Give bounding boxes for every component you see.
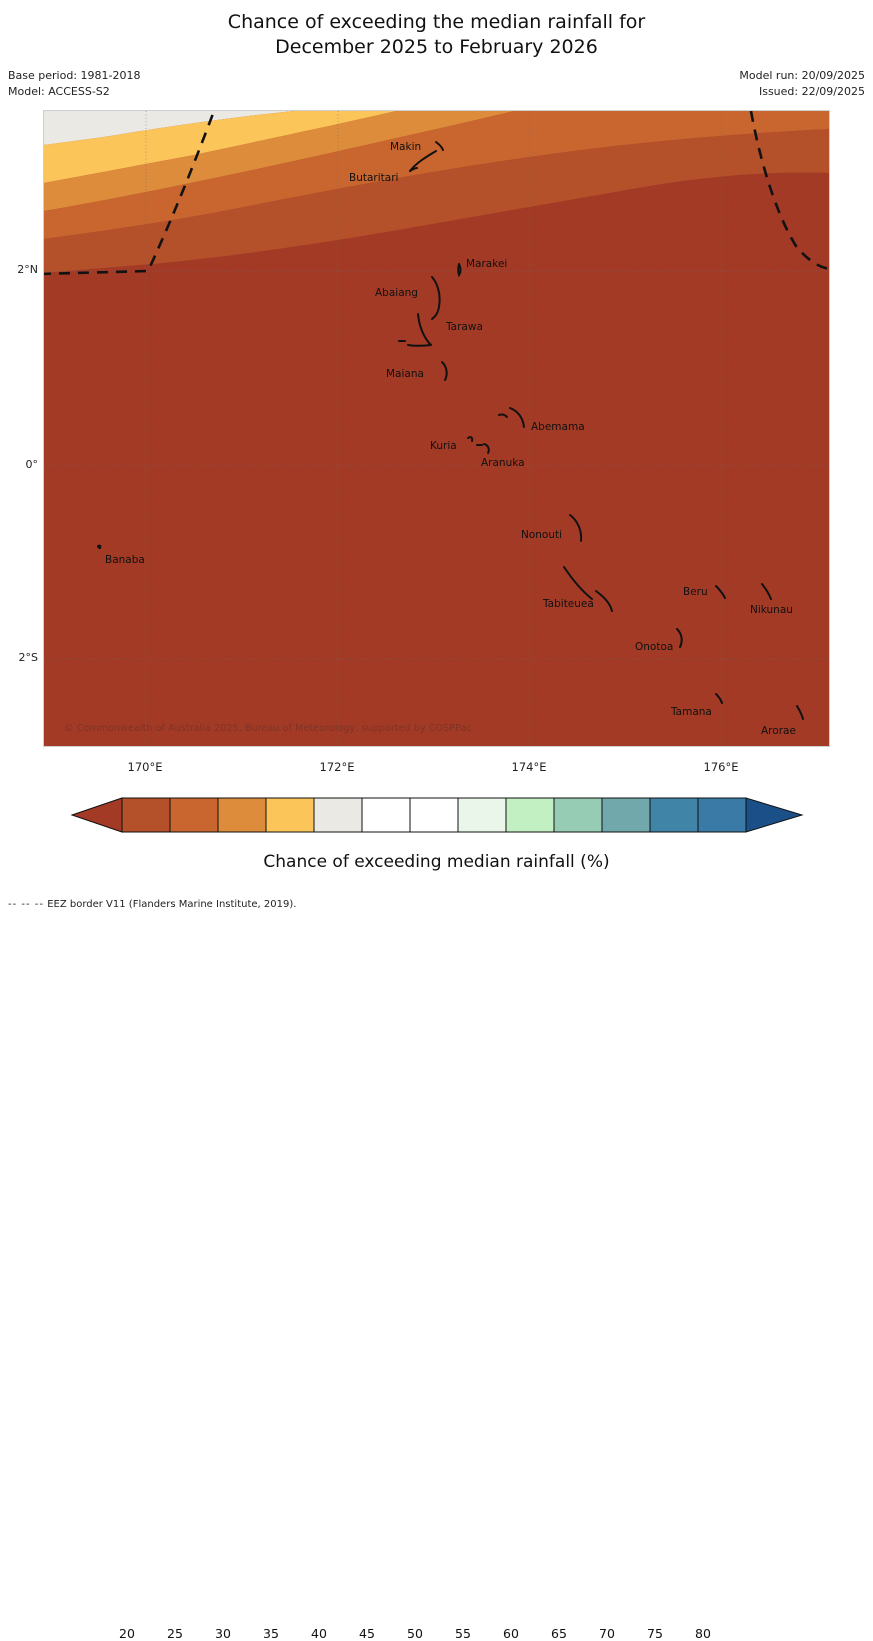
colorbar-title: Chance of exceeding median rainfall (%)	[263, 852, 610, 872]
map-canvas	[44, 111, 829, 746]
colorbar-tick-50: 50	[407, 1626, 423, 1641]
eez-dash-sample: -- -- --	[8, 899, 45, 910]
forecast-map-page: Chance of exceeding the median rainfall …	[0, 10, 873, 1641]
map-gridlines	[44, 111, 829, 746]
band-25-30	[44, 111, 829, 239]
colorbar-tick-65: 65	[551, 1626, 567, 1641]
colorbar: 20 25 30 35 40 45 50 55 60 65 70 75 80	[0, 795, 873, 1641]
model-label: Model: ACCESS-S2	[8, 85, 110, 98]
colorbar-canvas	[69, 797, 804, 833]
island-label-aranuka: Aranuka	[481, 457, 525, 469]
island-label-abaiang: Abaiang	[375, 287, 418, 299]
title-line-2: December 2025 to February 2026	[275, 36, 598, 58]
band-35-40	[44, 111, 396, 183]
band-below-20-main	[44, 172, 829, 746]
colorbar-segments	[121, 797, 746, 833]
eez-border-line	[44, 111, 829, 276]
colorbar-tick-60: 60	[503, 1626, 519, 1641]
x-tick-174e: 174°E	[511, 760, 547, 774]
island-label-maiana: Maiana	[386, 368, 424, 380]
meta-left: Base period: 1981-2018 Model: ACCESS-S2	[8, 68, 140, 100]
colorbar-tick-80: 80	[695, 1626, 711, 1641]
y-tick-2s: 2°S	[18, 651, 38, 664]
band-40-45	[44, 111, 294, 145]
island-label-beru: Beru	[683, 586, 708, 598]
island-outlines	[97, 141, 804, 720]
y-tick-0: 0°	[25, 458, 39, 471]
colorbar-tick-35: 35	[263, 1626, 279, 1641]
colorbar-tick-20: 20	[119, 1626, 135, 1641]
island-label-onotoa: Onotoa	[635, 641, 674, 653]
x-tick-176e: 176°E	[703, 760, 739, 774]
page-title: Chance of exceeding the median rainfall …	[0, 10, 873, 60]
x-tick-170e: 170°E	[127, 760, 163, 774]
title-line-1: Chance of exceeding the median rainfall …	[227, 11, 646, 33]
model-run-label: Model run: 20/09/2025	[739, 69, 865, 82]
colorbar-tick-70: 70	[599, 1626, 615, 1641]
colorbar-tick-30: 30	[215, 1626, 231, 1641]
forecast-map[interactable]	[43, 110, 830, 747]
island-label-tamana: Tamana	[671, 706, 712, 718]
y-tick-2n: 2°N	[17, 263, 38, 276]
island-label-nikunau: Nikunau	[750, 604, 793, 616]
island-label-makin: Makin	[390, 141, 422, 153]
colorbar-tick-45: 45	[359, 1626, 375, 1641]
island-label-nonouti: Nonouti	[521, 529, 563, 541]
colorbar-tick-40: 40	[311, 1626, 327, 1641]
colorbar-tick-75: 75	[647, 1626, 663, 1641]
map-copyright: © Commonwealth of Australia 2025, Bureau…	[64, 723, 472, 734]
issued-label: Issued: 22/09/2025	[758, 85, 865, 98]
meta-right: Model run: 20/09/2025 Issued: 22/09/2025	[739, 68, 865, 100]
island-label-kuria: Kuria	[430, 440, 457, 452]
band-20-25	[44, 129, 829, 273]
colorbar-tick-55: 55	[455, 1626, 471, 1641]
colorbar-over-arrow	[745, 797, 804, 833]
island-label-abemama: Abemama	[531, 421, 585, 433]
base-period-label: Base period: 1981-2018	[8, 69, 141, 82]
island-label-marakei: Marakei	[466, 258, 508, 270]
colorbar-tick-25: 25	[167, 1626, 183, 1641]
colorbar-under-arrow	[69, 797, 122, 833]
island-label-arorae: Arorae	[761, 725, 796, 737]
island-label-banaba: Banaba	[105, 554, 145, 566]
x-tick-172e: 172°E	[319, 760, 355, 774]
band-30-35	[44, 111, 514, 211]
eez-footer-text: EEZ border V11 (Flanders Marine Institut…	[47, 899, 297, 910]
island-label-butaritari: Butaritari	[349, 172, 399, 184]
island-label-tabiteuea: Tabiteuea	[543, 598, 594, 610]
footer-legend: -- -- -- EEZ border V11 (Flanders Marine…	[8, 899, 296, 910]
island-label-tarawa: Tarawa	[446, 321, 483, 333]
